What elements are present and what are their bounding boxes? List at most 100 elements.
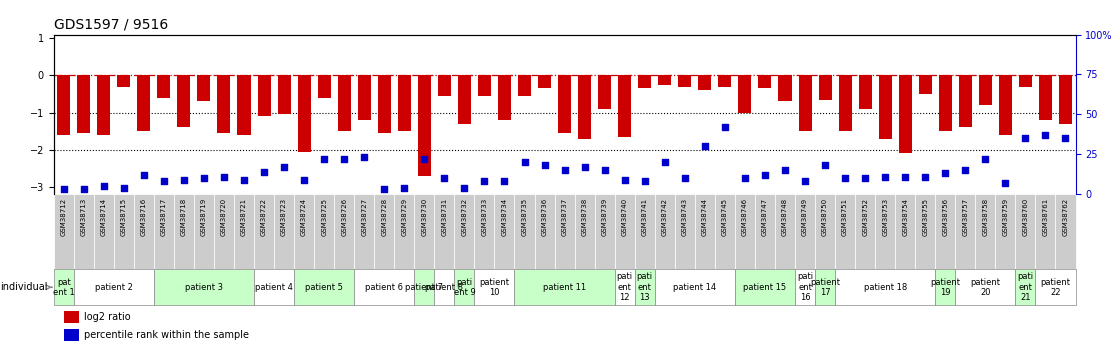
Bar xyxy=(454,194,474,269)
Text: patient 7: patient 7 xyxy=(406,283,444,292)
Bar xyxy=(214,194,234,269)
Point xyxy=(335,156,353,162)
Bar xyxy=(338,75,351,131)
Text: patient 6: patient 6 xyxy=(366,283,404,292)
Bar xyxy=(514,269,615,305)
Point xyxy=(937,171,955,176)
Bar xyxy=(699,75,711,90)
Text: GSM38761: GSM38761 xyxy=(1042,198,1049,236)
Point xyxy=(976,156,994,162)
Bar xyxy=(454,269,474,305)
Point xyxy=(515,159,533,165)
Bar xyxy=(615,194,635,269)
Point xyxy=(75,187,93,192)
Bar xyxy=(919,75,931,94)
Point xyxy=(376,187,394,192)
Bar xyxy=(64,311,79,323)
Text: GSM38724: GSM38724 xyxy=(301,198,307,236)
Bar xyxy=(855,194,875,269)
Bar xyxy=(735,269,795,305)
Bar xyxy=(538,75,551,88)
Bar xyxy=(257,75,271,116)
Bar xyxy=(655,194,675,269)
Text: GSM38762: GSM38762 xyxy=(1062,198,1069,236)
Bar xyxy=(675,194,694,269)
Bar xyxy=(615,269,635,305)
Text: GSM38732: GSM38732 xyxy=(462,198,467,236)
Text: GDS1597 / 9516: GDS1597 / 9516 xyxy=(54,18,168,32)
Bar xyxy=(575,194,595,269)
Text: patient
20: patient 20 xyxy=(970,277,1001,297)
Bar xyxy=(758,75,771,88)
Text: GSM38752: GSM38752 xyxy=(862,198,869,236)
Bar xyxy=(598,75,612,109)
Text: GSM38740: GSM38740 xyxy=(622,198,627,236)
Bar xyxy=(618,75,632,137)
Bar xyxy=(395,194,415,269)
Bar xyxy=(655,269,735,305)
Text: GSM38712: GSM38712 xyxy=(60,198,67,236)
Point xyxy=(55,187,73,192)
Bar xyxy=(158,75,170,98)
Bar xyxy=(117,75,131,87)
Bar xyxy=(835,269,936,305)
Bar xyxy=(234,194,254,269)
Text: GSM38753: GSM38753 xyxy=(882,198,888,236)
Bar xyxy=(694,194,714,269)
Text: GSM38720: GSM38720 xyxy=(221,198,227,236)
Bar xyxy=(738,75,751,112)
Text: patient 2: patient 2 xyxy=(95,283,133,292)
Point xyxy=(636,179,654,184)
Bar xyxy=(178,75,190,127)
Point xyxy=(736,176,754,181)
Point xyxy=(455,185,473,190)
Bar xyxy=(879,75,892,138)
Bar xyxy=(936,194,955,269)
Bar xyxy=(277,75,291,115)
Point xyxy=(1057,136,1074,141)
Bar xyxy=(514,194,534,269)
Point xyxy=(155,179,173,184)
Text: GSM38751: GSM38751 xyxy=(842,198,849,236)
Text: pati
ent 9: pati ent 9 xyxy=(454,277,475,297)
Text: GSM38718: GSM38718 xyxy=(181,198,187,236)
Bar xyxy=(474,269,514,305)
Bar xyxy=(1039,75,1052,120)
Text: GSM38721: GSM38721 xyxy=(241,198,247,236)
Point xyxy=(295,177,313,183)
Text: GSM38723: GSM38723 xyxy=(281,198,287,236)
Text: GSM38744: GSM38744 xyxy=(702,198,708,236)
Text: individual: individual xyxy=(1,282,48,292)
Text: GSM38719: GSM38719 xyxy=(201,198,207,236)
Bar xyxy=(97,75,111,135)
Text: GSM38737: GSM38737 xyxy=(561,198,568,236)
Text: GSM38743: GSM38743 xyxy=(682,198,688,236)
Point xyxy=(897,174,915,179)
Bar xyxy=(318,75,331,98)
Point xyxy=(676,176,694,181)
Bar xyxy=(955,194,975,269)
Bar xyxy=(254,269,294,305)
Bar xyxy=(415,269,435,305)
Bar xyxy=(294,194,314,269)
Bar xyxy=(835,194,855,269)
Bar xyxy=(435,269,454,305)
Point xyxy=(416,156,434,162)
Bar xyxy=(77,75,91,133)
Bar xyxy=(477,75,491,96)
Text: patient 11: patient 11 xyxy=(543,283,586,292)
Point xyxy=(716,125,733,130)
Text: pati
ent
12: pati ent 12 xyxy=(617,272,633,302)
Bar xyxy=(193,194,214,269)
Text: patient 15: patient 15 xyxy=(743,283,787,292)
Point xyxy=(315,156,333,162)
Point xyxy=(115,185,133,190)
Bar xyxy=(254,194,274,269)
Bar xyxy=(398,75,410,131)
Point xyxy=(396,185,414,190)
Text: GSM38745: GSM38745 xyxy=(722,198,728,236)
Text: GSM38756: GSM38756 xyxy=(942,198,948,236)
Text: patient 3: patient 3 xyxy=(184,283,222,292)
Bar xyxy=(755,194,775,269)
Bar xyxy=(294,269,354,305)
